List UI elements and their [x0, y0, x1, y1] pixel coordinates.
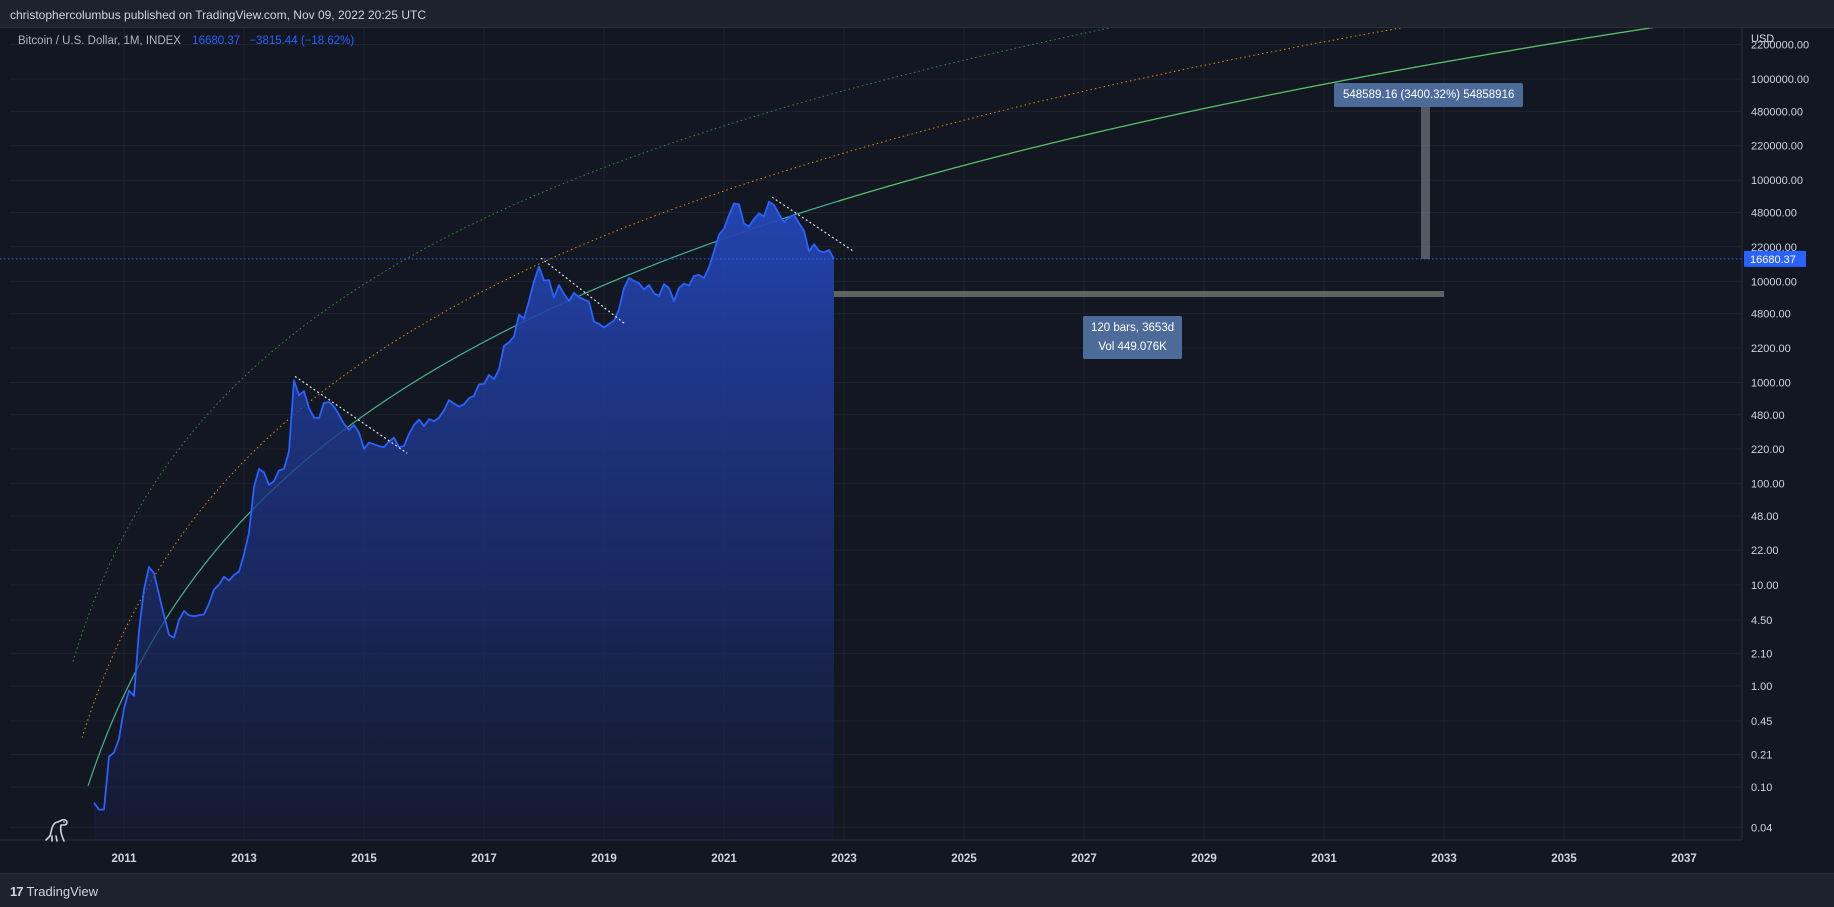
symbol-title: Bitcoin / U.S. Dollar, 1M, INDEX — [18, 35, 181, 47]
price-range-label: 548589.16 (3400.32%) 54858916 — [1343, 89, 1515, 101]
y-tick-label: 0.45 — [1751, 716, 1772, 728]
symbol-legend: Bitcoin / U.S. Dollar, 1M, INDEX 16680.3… — [18, 35, 354, 47]
date-range-bar — [834, 291, 1444, 298]
x-tick-label: 2027 — [1071, 853, 1097, 865]
dino-icon[interactable] — [42, 814, 70, 844]
price-range-bar — [1421, 93, 1430, 259]
price-area-fill — [94, 201, 834, 840]
x-tick-label: 2015 — [351, 853, 377, 865]
support-curve-projection — [837, 28, 1655, 202]
trend-line-2021 — [771, 196, 854, 252]
y-tick-label: 100.00 — [1751, 479, 1785, 491]
y-tick-label: 480000.00 — [1751, 106, 1803, 118]
time-axis[interactable]: 2011 2013 2015 2017 2019 2021 2023 2025 2027 2029… — [0, 839, 1742, 865]
date-range-badge: 120 bars, 3653d Vol 449.076K — [1083, 316, 1183, 359]
brand-name: TradingView — [26, 884, 99, 899]
y-tick-label: 10.00 — [1751, 580, 1779, 592]
y-tick-label: 4800.00 — [1751, 309, 1791, 321]
price-axis-currency: USD — [1751, 33, 1774, 45]
y-tick-label: 2200.00 — [1751, 343, 1791, 355]
y-tick-label: 4.50 — [1751, 615, 1772, 627]
y-tick-label: 22000.00 — [1751, 242, 1797, 254]
x-tick-label: 2021 — [711, 853, 737, 865]
y-tick-label: 10000.00 — [1751, 276, 1797, 288]
y-tick-label: 22.00 — [1751, 545, 1779, 557]
x-tick-label: 2017 — [471, 853, 497, 865]
price-area — [93, 200, 835, 840]
x-tick-label: 2011 — [112, 853, 138, 865]
x-tick-label: 2029 — [1191, 853, 1217, 865]
x-tick-label: 2037 — [1671, 853, 1697, 865]
price-range-badge: 548589.16 (3400.32%) 54858916 — [1334, 83, 1524, 107]
y-tick-label: 0.04 — [1751, 822, 1772, 834]
y-tick-label: 220000.00 — [1751, 141, 1803, 153]
x-tick-label: 2013 — [231, 853, 257, 865]
y-tick-label: 1000000.00 — [1751, 74, 1809, 86]
x-tick-label: 2033 — [1431, 853, 1457, 865]
tradingview-logo-icon: 17 — [10, 884, 24, 899]
last-price-tag — [1744, 250, 1806, 267]
y-tick-label: 1000.00 — [1751, 378, 1791, 390]
brand[interactable]: 17 TradingView — [10, 884, 98, 899]
x-tick-label: 2019 — [591, 853, 617, 865]
trend-line-2013 — [294, 375, 408, 454]
x-tick-label: 2035 — [1551, 853, 1577, 865]
x-tick-label: 2025 — [951, 853, 977, 865]
y-tick-label: 2200000.00 — [1751, 39, 1809, 51]
y-tick-label: 2.10 — [1751, 648, 1772, 660]
publish-info: christophercolumbus published on Trading… — [10, 8, 427, 22]
y-tick-label: 0.21 — [1751, 750, 1772, 762]
y-tick-label: 0.10 — [1751, 782, 1772, 794]
x-tick-label: 2023 — [831, 853, 857, 865]
last-value: 16680.37 — [192, 35, 241, 47]
y-tick-label: 48000.00 — [1751, 207, 1797, 219]
change-value: −3815.44 (−18.62%) — [249, 35, 355, 47]
publish-bar: christophercolumbus published on Trading… — [0, 0, 1834, 28]
last-price-label: 16680.37 — [1750, 254, 1796, 266]
footer-bar: 17 TradingView — [0, 873, 1834, 907]
chart-drawings — [0, 93, 1742, 454]
price-line — [93, 200, 835, 811]
y-tick-label: 480.00 — [1751, 410, 1785, 422]
volume-label: Vol 449.076K — [1098, 341, 1167, 353]
y-tick-label: 100000.00 — [1751, 175, 1803, 187]
y-tick-label: 1.00 — [1751, 681, 1772, 693]
bars-range-label: 120 bars, 3653d — [1091, 322, 1175, 334]
x-tick-label: 2031 — [1311, 853, 1337, 865]
y-tick-label: 48.00 — [1751, 511, 1779, 523]
y-tick-label: 220.00 — [1751, 444, 1785, 456]
